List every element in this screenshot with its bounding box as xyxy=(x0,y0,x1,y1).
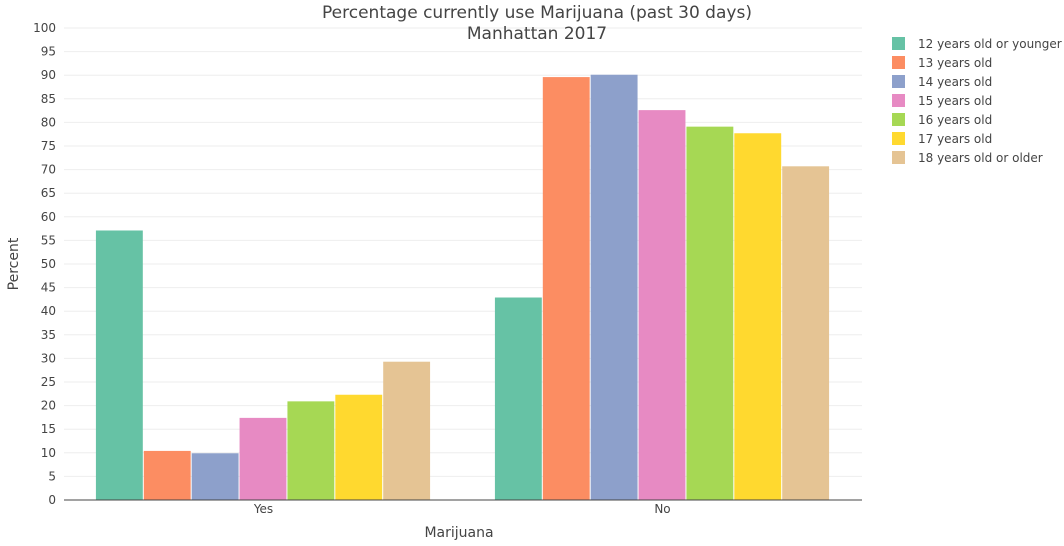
y-tick-label: 35 xyxy=(41,328,56,342)
legend-swatch[interactable] xyxy=(892,75,905,88)
legend-label[interactable]: 13 years old xyxy=(918,56,992,70)
legend-label[interactable]: 14 years old xyxy=(918,75,992,89)
legend-label[interactable]: 16 years old xyxy=(918,113,992,127)
chart-subtitle: Manhattan 2017 xyxy=(467,24,607,44)
bars xyxy=(95,74,830,501)
y-tick-labels: 0 5 10 15 20 25 30 35 40 45 50 55 60 65 70 75 80 85 90 95 10… xyxy=(33,21,56,507)
bar-no-6[interactable] xyxy=(782,166,830,500)
legend-swatch[interactable] xyxy=(892,37,905,50)
y-tick-label: 90 xyxy=(41,68,56,82)
x-tick-labels: Yes No xyxy=(253,502,671,516)
bar-yes-2[interactable] xyxy=(191,453,239,500)
y-tick-label: 15 xyxy=(41,422,56,436)
legend-swatch[interactable] xyxy=(892,113,905,126)
y-tick-label: 75 xyxy=(41,139,56,153)
legend-swatch[interactable] xyxy=(892,56,905,69)
legend-label[interactable]: 12 years old or younger xyxy=(918,37,1062,51)
y-tick-label: 10 xyxy=(41,446,56,460)
y-tick-label: 85 xyxy=(41,92,56,106)
y-tick-label: 25 xyxy=(41,375,56,389)
bar-no-3[interactable] xyxy=(638,110,686,501)
bar-yes-4[interactable] xyxy=(287,401,335,500)
bar-no-1[interactable] xyxy=(542,77,590,500)
bar-no-4[interactable] xyxy=(686,126,734,500)
bar-no-5[interactable] xyxy=(734,133,782,501)
y-tick-label: 100 xyxy=(33,21,56,35)
y-tick-label: 20 xyxy=(41,399,56,413)
bar-yes-5[interactable] xyxy=(335,394,383,500)
y-tick-label: 45 xyxy=(41,281,56,295)
y-tick-label: 0 xyxy=(48,493,56,507)
legend-label[interactable]: 15 years old xyxy=(918,94,992,108)
bar-yes-0[interactable] xyxy=(95,230,143,500)
y-tick-label: 70 xyxy=(41,163,56,177)
legend-swatch[interactable] xyxy=(892,151,905,164)
bar-yes-1[interactable] xyxy=(143,450,191,500)
y-tick-label: 60 xyxy=(41,210,56,224)
legend-swatch[interactable] xyxy=(892,132,905,145)
legend-swatch[interactable] xyxy=(892,94,905,107)
legend-label[interactable]: 18 years old or older xyxy=(918,151,1043,165)
bar-yes-3[interactable] xyxy=(239,417,287,500)
bar-no-2[interactable] xyxy=(590,74,638,500)
bar-no-0[interactable] xyxy=(494,297,542,500)
x-tick-label: No xyxy=(654,502,670,516)
x-axis-label: Marijuana xyxy=(424,525,493,541)
y-tick-label: 55 xyxy=(41,233,56,247)
y-tick-label: 80 xyxy=(41,115,56,129)
x-tick-label: Yes xyxy=(253,502,273,516)
y-tick-label: 40 xyxy=(41,304,56,318)
y-tick-label: 30 xyxy=(41,351,56,365)
y-tick-label: 50 xyxy=(41,257,56,271)
bar-yes-6[interactable] xyxy=(383,361,431,500)
y-tick-label: 65 xyxy=(41,186,56,200)
chart-title: Percentage currently use Marijuana (past… xyxy=(322,3,752,23)
y-tick-label: 5 xyxy=(48,469,56,483)
y-axis-label: Percent xyxy=(6,237,22,290)
legend-label[interactable]: 17 years old xyxy=(918,132,992,146)
y-tick-label: 95 xyxy=(41,45,56,59)
legend: 12 years old or younger 13 years old 14 ye… xyxy=(892,37,1062,165)
